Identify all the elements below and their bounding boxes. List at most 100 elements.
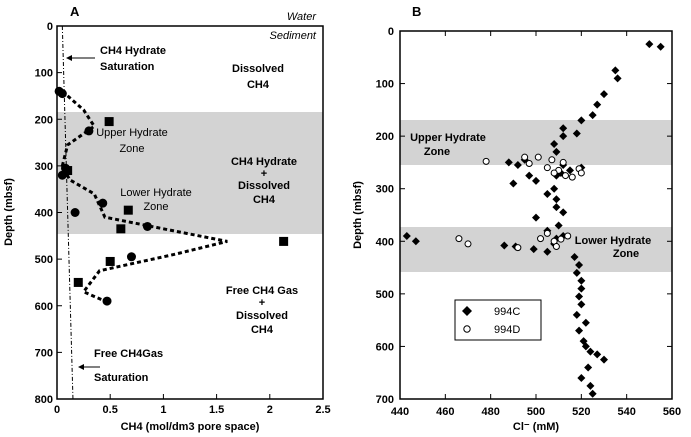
panel-a-xlabel: CH4 (mol/dm3 pore space) bbox=[121, 421, 260, 433]
panel-a-xtick-label: 2 bbox=[267, 404, 273, 416]
legend-circle-marker bbox=[463, 325, 471, 333]
hydrate-saturation-line bbox=[61, 25, 74, 400]
chloride-994d-point bbox=[552, 243, 560, 251]
panel-b-marks bbox=[402, 40, 665, 398]
chloride-994c-point bbox=[500, 241, 509, 250]
lower-zone-label-a-1: Lower Hydrate bbox=[120, 187, 192, 199]
hydrate-saturation-label-2: Saturation bbox=[100, 61, 155, 73]
hydrate-dissolved-label-4: CH4 bbox=[253, 194, 276, 206]
chloride-994c-point bbox=[611, 66, 620, 75]
chloride-994c-point bbox=[577, 284, 586, 293]
methane-profile-curve bbox=[60, 90, 228, 303]
chloride-994c-point bbox=[504, 158, 513, 167]
panel-a-ytick-label: 0 bbox=[47, 21, 53, 33]
chloride-994c-point bbox=[532, 213, 540, 222]
chloride-994c-point bbox=[550, 184, 559, 193]
chloride-994c-point bbox=[586, 347, 595, 356]
chloride-994d-point bbox=[561, 172, 569, 180]
ch4-circle-point bbox=[142, 221, 152, 231]
chloride-994c-point bbox=[543, 247, 552, 256]
chloride-994c-point bbox=[513, 161, 522, 170]
chloride-994c-point bbox=[586, 381, 595, 390]
panel-a-ytick-label: 600 bbox=[35, 301, 53, 313]
chloride-994c-point bbox=[575, 260, 584, 269]
panel-b-ytick-label: 200 bbox=[376, 131, 394, 143]
upper-zone-label-b-1: Upper Hydrate bbox=[410, 132, 486, 144]
ch4-square-point bbox=[123, 205, 133, 215]
chloride-994c-point bbox=[581, 318, 590, 327]
upper-zone-label-a-2: Zone bbox=[119, 143, 144, 155]
gas-saturation-arrowhead bbox=[78, 364, 84, 370]
panel-a-ytick-label: 500 bbox=[35, 254, 53, 266]
ch4-circle-point bbox=[126, 252, 136, 262]
panel-b-xtick-label: 460 bbox=[436, 406, 454, 418]
panel-a-ytick-label: 300 bbox=[35, 161, 53, 173]
ch4-circle-point bbox=[84, 126, 94, 136]
chloride-994c-point bbox=[645, 40, 654, 49]
chloride-994c-point bbox=[572, 129, 581, 138]
panel-a-xtick-label: 1 bbox=[160, 404, 166, 416]
gas-saturation-label-2: Saturation bbox=[94, 372, 149, 384]
chloride-994c-point bbox=[577, 116, 586, 125]
legend-box bbox=[454, 299, 542, 341]
chloride-994d-point bbox=[559, 158, 567, 166]
ch4-square-point bbox=[73, 277, 83, 287]
panel-b-ytick-label: 600 bbox=[376, 341, 394, 353]
chloride-994c-point bbox=[577, 373, 586, 382]
panel-b-ylabel: Depth (mbsf) bbox=[352, 181, 364, 249]
ch4-square-point bbox=[116, 224, 126, 234]
chloride-994c-point bbox=[552, 203, 561, 212]
panel-a-ytick-label: 100 bbox=[35, 68, 53, 80]
legend: 994C 994D bbox=[454, 299, 542, 341]
chloride-994c-point bbox=[554, 221, 563, 230]
upper-zone-label-b-2: Zone bbox=[424, 146, 450, 158]
panel-b: 440 460 480 500 520 540 560 0 100 200 300 400 500 600… bbox=[352, 4, 681, 433]
water-label: Water bbox=[287, 11, 317, 23]
free-gas-label-2: + bbox=[259, 297, 265, 309]
hydrate-saturation-label-1: CH4 Hydrate bbox=[100, 45, 166, 57]
dissolved-label-2: CH4 bbox=[247, 79, 270, 91]
chloride-994d-point bbox=[455, 235, 463, 243]
panel-b-ytick-label: 100 bbox=[376, 79, 394, 91]
chloride-994c-point bbox=[600, 355, 608, 364]
legend-label-994d: 994D bbox=[494, 324, 520, 336]
hydrate-dissolved-label-2: + bbox=[261, 168, 267, 180]
chloride-994c-point bbox=[550, 140, 559, 149]
panel-a-marks bbox=[54, 86, 289, 306]
chloride-994c-point bbox=[575, 292, 584, 301]
chloride-994d-point bbox=[543, 229, 551, 237]
chloride-994c-point bbox=[552, 195, 561, 204]
chloride-994c-point bbox=[593, 350, 602, 359]
chloride-994c-point bbox=[581, 342, 590, 351]
panel-b-xtick-label: 520 bbox=[572, 406, 590, 418]
panel-b-xtick-label: 560 bbox=[663, 406, 681, 418]
hydrate-dissolved-label-3: Dissolved bbox=[238, 180, 290, 192]
free-gas-label-1: Free CH4 Gas bbox=[226, 285, 298, 297]
chloride-994c-point bbox=[577, 276, 586, 285]
panel-b-ticks: 440 460 480 500 520 540 560 0 100 200 300 400 500 600… bbox=[376, 26, 682, 418]
gas-saturation-label-1: Free CH4Gas bbox=[94, 348, 163, 360]
chloride-994c-point bbox=[559, 124, 568, 133]
lower-zone-label-b-1: Lower Hydrate bbox=[575, 235, 651, 247]
panel-b-xlabel: Cl⁻ (mM) bbox=[513, 421, 559, 433]
ch4-square-point bbox=[105, 256, 115, 266]
panel-a-xtick-label: 2.5 bbox=[315, 404, 330, 416]
chloride-994c-point bbox=[588, 389, 597, 398]
panel-b-ytick-label: 400 bbox=[376, 236, 394, 248]
panel-b-ytick-label: 500 bbox=[376, 289, 394, 301]
chloride-994c-point bbox=[559, 208, 568, 217]
panel-a-saturation-line bbox=[61, 25, 74, 400]
chloride-994c-point bbox=[593, 100, 602, 109]
sediment-label: Sediment bbox=[270, 30, 317, 42]
hydrate-dissolved-label-1: CH4 Hydrate bbox=[231, 156, 297, 168]
panel-b-xtick-label: 500 bbox=[527, 406, 545, 418]
chloride-994c-point bbox=[543, 189, 552, 198]
lower-zone-label-a-2: Zone bbox=[143, 201, 168, 213]
chloride-994d-point bbox=[550, 169, 558, 177]
ch4-circle-point bbox=[102, 296, 112, 306]
panel-a-xtick-label: 0.5 bbox=[103, 404, 118, 416]
chloride-994c-point bbox=[566, 166, 574, 175]
ch4-square-point bbox=[104, 117, 114, 127]
panel-b-ytick-label: 700 bbox=[376, 394, 394, 406]
upper-zone-label-a-1: Upper Hydrate bbox=[96, 127, 168, 139]
